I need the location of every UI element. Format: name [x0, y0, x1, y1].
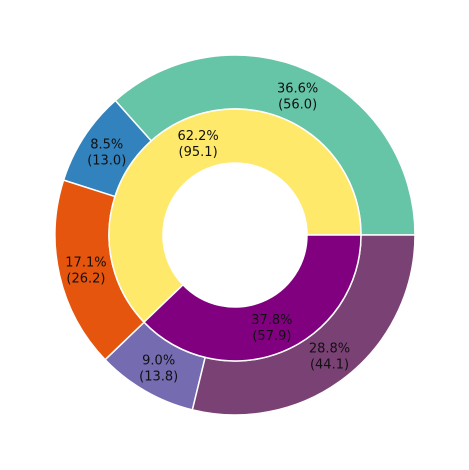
outer-slice-1-label: 36.6% (56.0) [277, 81, 318, 112]
inner-slice-2-percent: 37.8% [251, 313, 292, 328]
outer-slice-5-percent: 28.8% [309, 341, 350, 356]
inner-slice-1-label: 62.2% (95.1) [177, 129, 218, 160]
inner-slice-1-value: (95.1) [179, 145, 218, 160]
inner-slice-1 [108, 108, 362, 323]
slices-layer [54, 54, 416, 416]
outer-slice-1-value: (56.0) [278, 97, 317, 112]
outer-slice-2-percent: 8.5% [90, 138, 123, 153]
outer-slice-4-value: (13.8) [139, 370, 178, 385]
outer-slice-4-label: 9.0% (13.8) [139, 354, 178, 385]
outer-slice-5-label: 28.8% (44.1) [309, 341, 350, 372]
outer-slice-2-label: 8.5% (13.0) [87, 138, 126, 169]
outer-slice-1-percent: 36.6% [277, 81, 318, 96]
inner-slice-2-label: 37.8% (57.9) [251, 313, 292, 344]
outer-slice-5-value: (44.1) [310, 357, 349, 372]
inner-slice-2 [143, 234, 362, 362]
outer-slice-4-percent: 9.0% [142, 354, 175, 369]
outer-slice-3-value: (26.2) [66, 272, 105, 287]
inner-slice-2-value: (57.9) [252, 329, 291, 344]
inner-slice-1-percent: 62.2% [177, 129, 218, 144]
outer-slice-3-percent: 17.1% [65, 256, 106, 271]
outer-slice-2-value: (13.0) [87, 154, 126, 169]
labels-layer: 36.6% (56.0)8.5% (13.0)17.1% (26.2)9.0% (13.… [65, 81, 350, 384]
outer-slice-3-label: 17.1% (26.2) [65, 256, 106, 287]
